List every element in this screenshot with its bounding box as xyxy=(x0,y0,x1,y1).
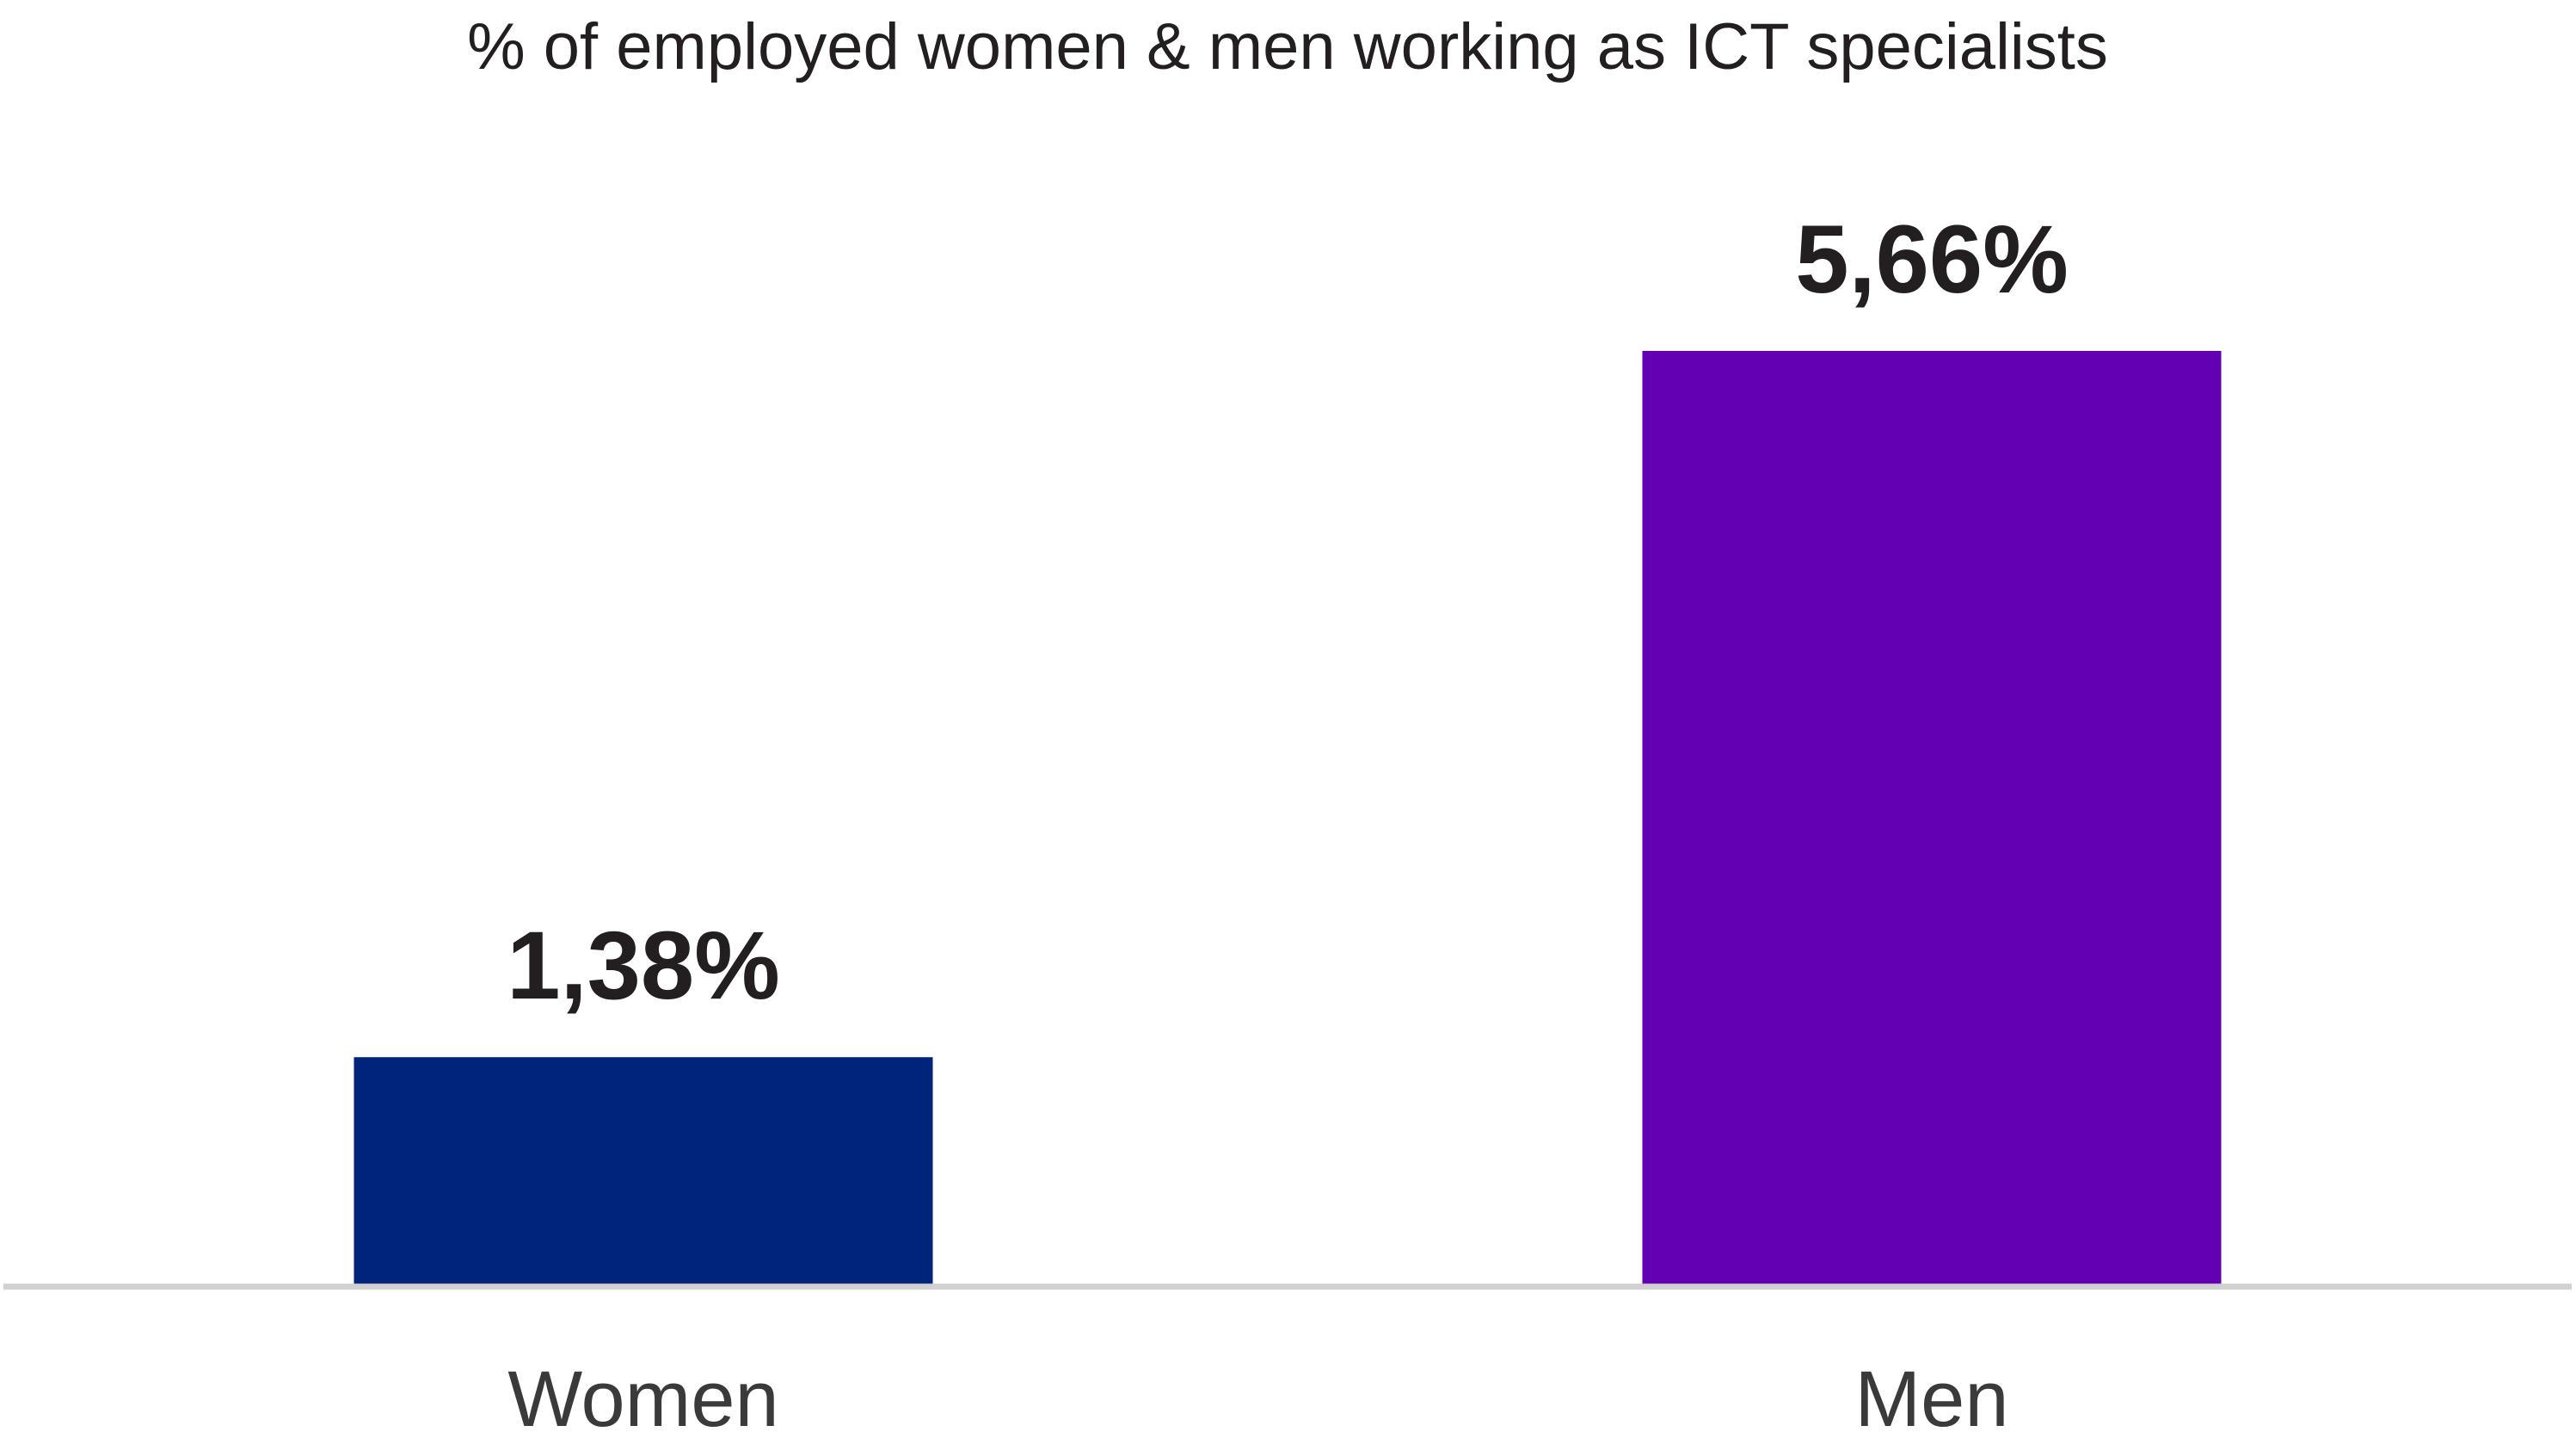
value-label-men: 5,66% xyxy=(1795,206,2069,313)
chart-title: % of employed women & men working as ICT… xyxy=(467,10,2108,83)
bar-women xyxy=(354,1057,933,1285)
value-label-women: 1,38% xyxy=(507,912,780,1019)
category-label-women: Women xyxy=(507,1355,778,1438)
category-label-men: Men xyxy=(1855,1355,2009,1438)
bar-men xyxy=(1642,351,2222,1285)
